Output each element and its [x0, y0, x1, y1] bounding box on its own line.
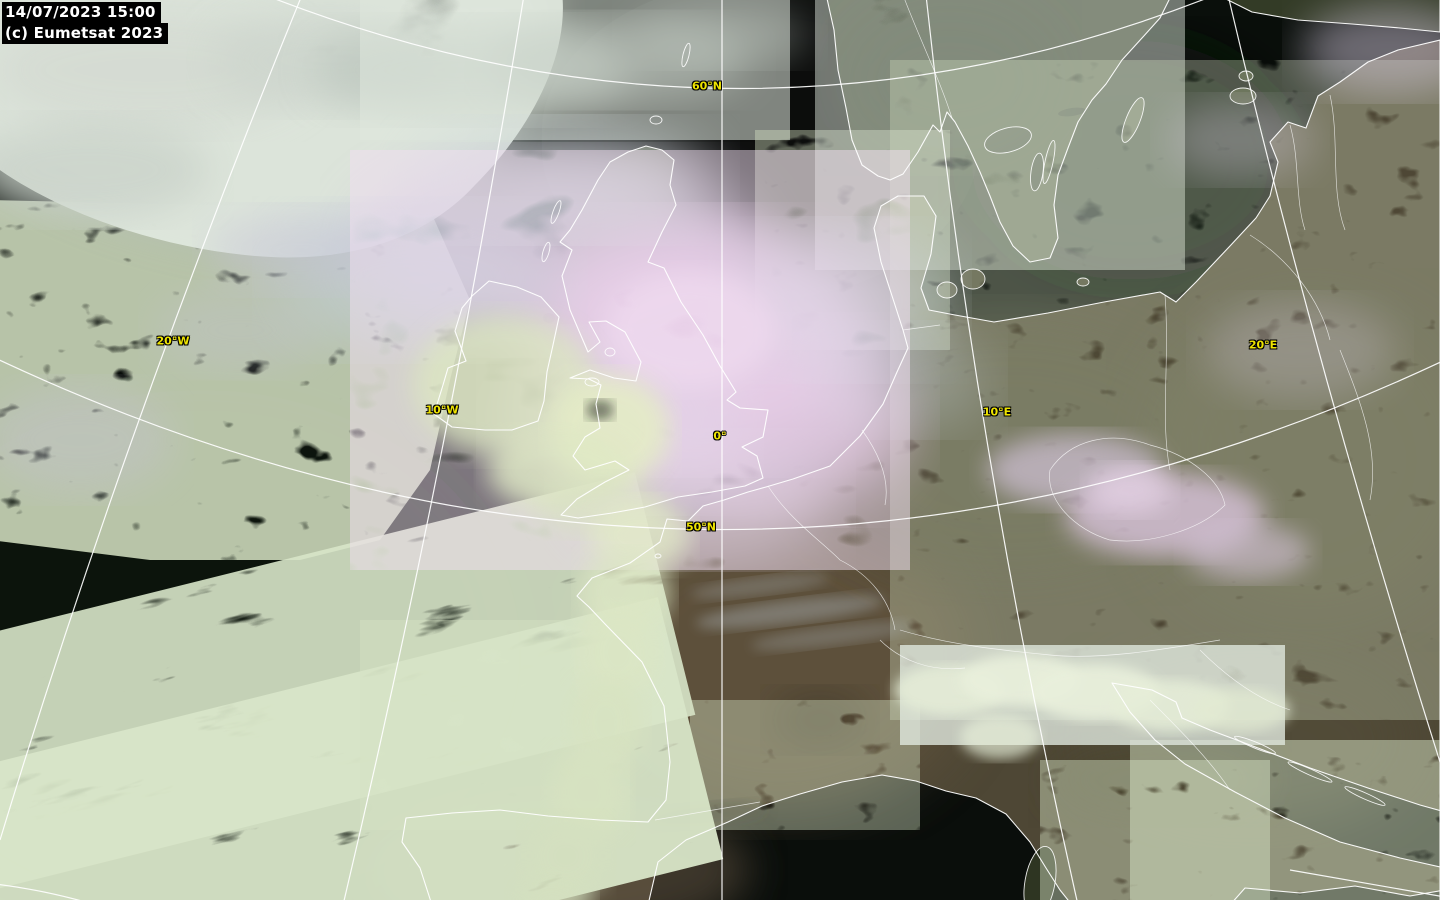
grid-label-60n: 60°N: [691, 79, 723, 93]
grid-label-0: 0°: [713, 429, 727, 443]
coastline-overlay: [401, 0, 1440, 900]
timestamp-overlay: 14/07/2023 15:00 (c) Eumetsat 2023: [2, 2, 169, 44]
grid-label-10w: 10°W: [425, 403, 459, 417]
border-overlay: [654, 0, 1373, 821]
copyright-text: (c) Eumetsat 2023: [2, 23, 169, 44]
grid-label-10e: 10°E: [982, 405, 1012, 419]
grid-label-20w: 20°W: [156, 334, 190, 348]
timestamp-text: 14/07/2023 15:00: [2, 2, 161, 23]
grid-label-20e: 20°E: [1248, 338, 1278, 352]
grid-label-50n: 50°N: [685, 520, 717, 534]
